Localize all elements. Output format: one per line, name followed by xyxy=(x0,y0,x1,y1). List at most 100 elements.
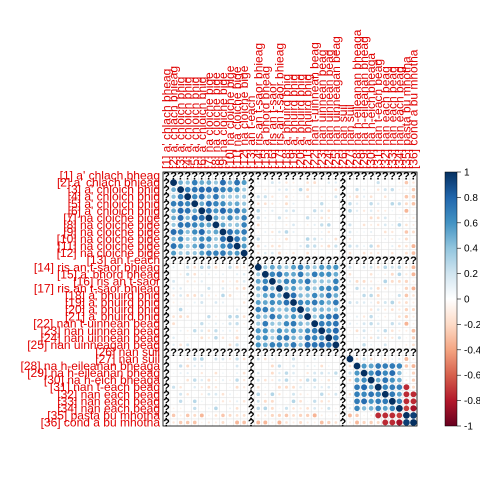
correlation-circle xyxy=(177,214,184,221)
cell-undefined: ? xyxy=(318,347,325,359)
correlation-circle xyxy=(256,321,261,326)
correlation-circle xyxy=(403,412,410,419)
correlation-circle xyxy=(193,294,197,297)
correlation-circle xyxy=(227,201,233,207)
correlation-circle xyxy=(222,322,224,325)
correlation-circle xyxy=(320,414,323,417)
cell-undefined: ? xyxy=(361,255,368,267)
cell-undefined: ? xyxy=(177,255,184,267)
correlation-circle xyxy=(325,334,333,342)
correlation-circle xyxy=(363,238,365,240)
row-label: [28] na h-eileanan bheaga xyxy=(21,359,161,373)
correlation-circle xyxy=(277,251,281,255)
correlation-circle xyxy=(199,413,204,418)
correlation-circle xyxy=(284,371,289,375)
correlation-circle xyxy=(278,195,281,198)
correlation-circle xyxy=(321,252,323,254)
correlation-circle xyxy=(172,266,175,269)
correlation-circle xyxy=(356,181,358,184)
correlation-circle xyxy=(334,379,337,382)
correlation-circle xyxy=(268,277,276,285)
correlation-circle xyxy=(221,273,225,276)
correlation-circle xyxy=(271,238,274,240)
correlation-circle xyxy=(285,245,288,247)
correlation-circle xyxy=(361,398,368,405)
cell-undefined: ? xyxy=(382,255,389,267)
correlation-circle xyxy=(311,341,318,348)
correlation-circle xyxy=(397,315,401,319)
cell-undefined: ? xyxy=(255,255,262,267)
cell-undefined: ? xyxy=(311,171,318,183)
correlation-circle xyxy=(306,181,309,184)
correlation-circle xyxy=(256,406,260,411)
column-label: [29] na h-eileanan bheag xyxy=(357,36,371,169)
correlation-circle xyxy=(220,201,226,207)
correlation-circle xyxy=(214,406,218,411)
correlation-circle xyxy=(229,336,231,339)
correlation-circle xyxy=(298,335,303,341)
correlation-circle xyxy=(191,214,198,221)
correlation-circle xyxy=(284,342,289,348)
correlation-circle xyxy=(172,393,175,395)
cell-undefined: ? xyxy=(234,171,241,183)
correlation-circle xyxy=(215,344,217,346)
correlation-circle xyxy=(370,329,372,332)
correlation-circle xyxy=(356,344,358,346)
correlation-circle xyxy=(242,378,246,382)
cell-undefined: ? xyxy=(340,290,347,302)
correlation-circle xyxy=(171,385,176,389)
correlation-circle xyxy=(396,398,403,405)
correlation-circle xyxy=(319,299,325,306)
correlation-circle xyxy=(299,231,302,233)
correlation-circle xyxy=(374,383,382,391)
cell-undefined: ? xyxy=(340,255,347,267)
correlation-circle xyxy=(270,181,274,185)
correlation-circle xyxy=(369,251,373,255)
correlation-circle xyxy=(354,391,360,398)
row-label: [9] na cloiche bige xyxy=(63,225,160,239)
correlation-circle xyxy=(355,329,359,333)
correlation-circle xyxy=(376,329,380,332)
correlation-circle xyxy=(262,320,269,327)
correlation-circle xyxy=(262,328,268,334)
correlation-circle xyxy=(262,285,269,292)
correlation-circle xyxy=(214,265,218,269)
cell-undefined: ? xyxy=(283,255,290,267)
correlation-circle xyxy=(405,337,408,339)
correlation-circle xyxy=(208,280,210,282)
correlation-circle xyxy=(172,343,175,347)
cell-undefined: ? xyxy=(304,171,311,183)
correlation-circle xyxy=(326,285,332,292)
correlation-circle xyxy=(193,272,197,276)
correlation-circle xyxy=(278,371,281,375)
cell-undefined: ? xyxy=(396,171,403,183)
correlation-circle xyxy=(235,406,239,410)
correlation-circle xyxy=(207,385,211,389)
correlation-circle xyxy=(369,336,373,340)
cell-undefined: ? xyxy=(325,171,332,183)
correlation-circle xyxy=(306,400,309,402)
correlation-circle xyxy=(179,343,182,347)
correlation-circle xyxy=(171,208,176,214)
correlation-circle xyxy=(411,371,416,375)
correlation-circle xyxy=(390,201,395,206)
cell-undefined: ? xyxy=(248,283,255,295)
cell-undefined: ? xyxy=(170,255,177,267)
correlation-circle xyxy=(313,244,317,248)
correlation-circle xyxy=(235,378,239,382)
cell-undefined: ? xyxy=(227,347,234,359)
correlation-circle xyxy=(220,179,226,186)
correlation-circle xyxy=(355,357,359,361)
correlation-circle xyxy=(411,364,416,368)
cell-undefined: ? xyxy=(340,333,347,345)
correlation-circle xyxy=(312,307,317,312)
correlation-circle xyxy=(256,223,260,227)
correlation-circle xyxy=(403,398,410,405)
cell-undefined: ? xyxy=(290,171,297,183)
correlation-circle xyxy=(376,308,380,311)
correlation-circle xyxy=(313,365,316,368)
correlation-circle xyxy=(172,421,175,424)
row-label: [2] a' chlach bhieag xyxy=(57,176,160,190)
correlation-circle xyxy=(205,207,212,214)
correlation-circle xyxy=(370,230,373,234)
